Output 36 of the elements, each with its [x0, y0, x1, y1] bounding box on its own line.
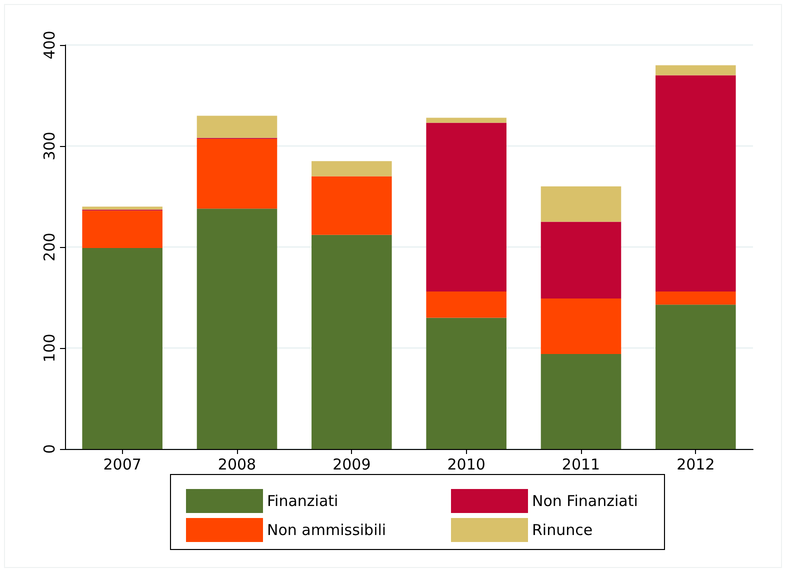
bar: [82, 248, 162, 449]
y-tick-label: 200: [40, 232, 58, 262]
legend-label: Finanziati: [267, 492, 338, 510]
bar: [656, 65, 736, 76]
bar: [426, 291, 506, 318]
bar: [312, 234, 392, 449]
bar: [196, 138, 278, 209]
legend-label: Non Finanziati: [532, 492, 638, 510]
bar: [540, 222, 622, 299]
bar: [312, 161, 392, 176]
bar: [656, 75, 736, 292]
bar: [540, 354, 622, 449]
y-tick-label: 100: [40, 334, 58, 362]
bar: [82, 210, 162, 248]
legend-label: Non ammissibili: [267, 521, 386, 539]
bar: [540, 298, 622, 354]
bar: [656, 291, 736, 305]
bar: [426, 122, 506, 292]
bar: [656, 304, 736, 449]
x-tick-label: 2010: [447, 456, 486, 474]
legend-label: Rinunce: [532, 521, 593, 539]
bar: [540, 186, 622, 222]
y-tick-label: 400: [40, 30, 58, 60]
bar: [426, 318, 506, 449]
x-tick-label: 2007: [103, 456, 142, 474]
x-tick-label: 2011: [562, 456, 600, 474]
bar: [82, 206, 162, 210]
x-tick-label: 2009: [332, 456, 371, 474]
bar: [312, 176, 392, 235]
bar: [196, 116, 278, 138]
bar: [196, 208, 278, 449]
bar: [426, 118, 506, 123]
x-tick-label: 2012: [676, 456, 715, 474]
y-tick-label: 0: [40, 444, 58, 454]
x-tick-label: 2008: [218, 456, 256, 474]
y-tick-label: 300: [40, 132, 58, 160]
